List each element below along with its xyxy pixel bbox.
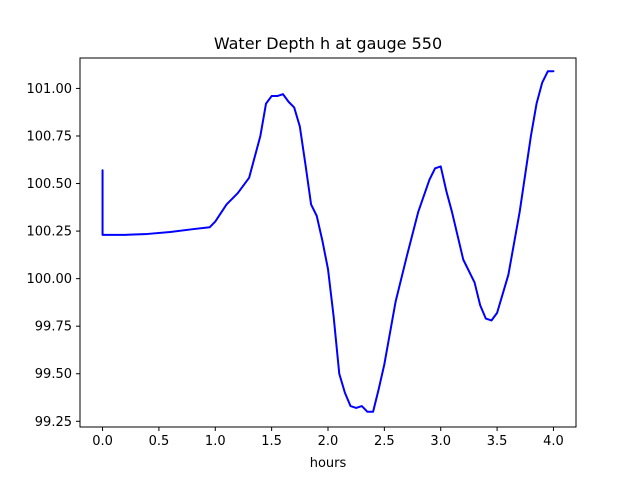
x-tick-label: 2.5 (374, 434, 395, 449)
y-tick-label: 100.75 (27, 129, 73, 144)
x-tick-label: 2.0 (318, 434, 339, 449)
x-axis-label: hours (310, 456, 347, 471)
x-tick-label: 1.5 (261, 434, 282, 449)
y-tick-label: 99.75 (35, 320, 72, 335)
x-tick-label: 1.0 (205, 434, 226, 449)
x-tick-label: 4.0 (543, 434, 564, 449)
y-tick-label: 100.25 (27, 225, 73, 240)
y-tick-label: 99.25 (35, 415, 72, 430)
y-tick-label: 100.00 (27, 272, 73, 287)
x-tick-label: 3.0 (430, 434, 451, 449)
axis-ticks: 0.0 0.5 1.0 1.5 2.0 2.5 3.0 3.5 4.0 99.25 99.50 99.… (27, 82, 564, 449)
y-tick-label: 101.00 (27, 82, 73, 97)
series-line-0 (101, 70, 555, 413)
x-tick-label: 0.5 (149, 434, 170, 449)
y-tick-label: 99.50 (35, 367, 72, 382)
chart-title: Water Depth h at gauge 550 (214, 34, 442, 53)
x-tick-label: 0.0 (92, 434, 113, 449)
x-tick-label: 3.5 (487, 434, 508, 449)
y-tick-label: 100.50 (27, 177, 73, 192)
